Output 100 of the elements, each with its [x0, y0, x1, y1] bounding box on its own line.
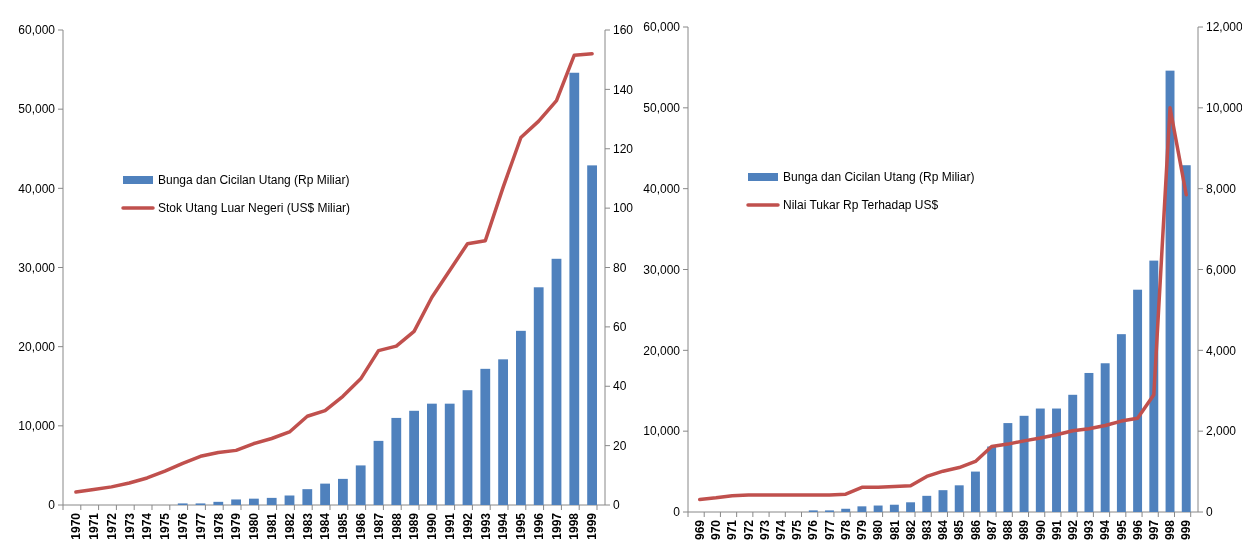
y-tick-label: 30,000: [18, 260, 56, 275]
x-tick-label: 984: [936, 519, 951, 541]
y2-tick-label: 6,000: [1206, 262, 1237, 277]
x-tick-label: 987: [984, 519, 999, 541]
bar: [498, 359, 508, 505]
x-tick-label: 972: [741, 519, 756, 541]
x-tick-label: 996: [1130, 519, 1145, 541]
bar: [338, 478, 348, 505]
x-tick-label: 1990: [425, 512, 440, 540]
line-series: [698, 106, 1188, 502]
bar: [516, 330, 526, 505]
y2-tick-label: 2,000: [1206, 424, 1237, 439]
bar: [213, 501, 224, 505]
x-tick-label: 991: [1049, 519, 1064, 541]
x-tick-label: 1980: [247, 512, 262, 540]
y-tick-label: 40,000: [18, 181, 56, 196]
x-tick-label: 975: [790, 519, 805, 541]
x-tick-label: 1970: [69, 512, 84, 540]
bar: [970, 471, 980, 512]
x-tick-label: 989: [1017, 519, 1032, 541]
x-tick-label: 1974: [140, 512, 155, 540]
x-tick-label: 1992: [460, 512, 475, 540]
y2-tick-label: 60: [613, 320, 627, 335]
y-tick-label: 50,000: [18, 102, 56, 117]
x-tick-label: 970: [709, 519, 724, 541]
x-tick-label: 993: [1082, 519, 1097, 541]
x-tick-label: 969: [692, 519, 707, 541]
y2-tick-label: 12,000: [1206, 20, 1242, 35]
y2-tick-label: 20: [613, 438, 627, 453]
x-tick-label: 1977: [193, 512, 208, 540]
bar: [873, 505, 883, 512]
y-tick-label: 10,000: [18, 419, 56, 434]
x-tick-label: 992: [1065, 519, 1080, 541]
legend-label: Stok Utang Luar Negeri (US$ Miliar): [158, 201, 351, 216]
y2-tick-label: 160: [613, 23, 634, 38]
x-tick-label: 980: [871, 519, 886, 541]
bar: [841, 508, 851, 512]
x-tick-label: 1983: [300, 512, 315, 540]
bar: [938, 490, 948, 512]
x-tick-label: 1999: [585, 512, 600, 540]
bar: [249, 498, 259, 505]
bar: [373, 440, 384, 505]
bar: [857, 506, 867, 512]
y2-tick-label: 140: [613, 82, 634, 97]
x-tick-label: 983: [919, 519, 934, 541]
x-tick-label: 971: [725, 519, 740, 541]
y2-tick-label: 8,000: [1206, 181, 1237, 196]
x-tick-label: 1981: [264, 512, 279, 540]
y-tick-label: 20,000: [18, 339, 56, 354]
bar: [1133, 289, 1143, 512]
x-tick-label: 998: [1163, 519, 1178, 541]
bar: [231, 499, 241, 505]
x-tick-label: 1976: [175, 512, 190, 540]
bar: [355, 465, 366, 505]
bar: [462, 390, 473, 505]
bar: [1035, 408, 1045, 512]
bar: [480, 368, 491, 505]
x-tick-label: 1986: [353, 512, 368, 540]
legend-label: Bunga dan Cicilan Utang (Rp Miliar): [783, 170, 975, 185]
x-tick-label: 985: [952, 519, 967, 541]
y2-tick-label: 0: [1206, 505, 1213, 520]
x-tick-label: 988: [1001, 519, 1016, 541]
bar: [1052, 408, 1061, 512]
bar: [922, 495, 932, 512]
x-tick-label: 994: [1098, 519, 1113, 541]
y2-tick-label: 100: [613, 201, 634, 216]
bar: [1116, 334, 1126, 512]
x-tick-label: 977: [822, 519, 837, 541]
x-tick-label: 1985: [336, 512, 351, 540]
x-tick-label: 982: [903, 519, 918, 541]
y2-tick-label: 120: [613, 141, 634, 156]
x-tick-label: 1994: [496, 512, 511, 540]
x-tick-label: 990: [1033, 519, 1048, 541]
x-tick-label: 1972: [104, 512, 119, 540]
bar: [1019, 415, 1029, 512]
x-tick-label: 978: [838, 519, 853, 541]
x-tick-label: 1997: [549, 512, 564, 540]
bar: [1068, 394, 1078, 512]
line-series: [74, 52, 594, 494]
bar: [1003, 423, 1013, 512]
x-tick-label: 981: [887, 519, 902, 541]
bar: [987, 446, 997, 512]
y-tick-label: 0: [673, 505, 681, 520]
bar: [444, 403, 455, 505]
y2-tick-label: 80: [613, 260, 627, 275]
x-tick-label: 1996: [531, 512, 546, 540]
x-tick-label: 974: [774, 519, 789, 541]
bar: [954, 485, 964, 512]
x-tick-label: 1995: [514, 512, 529, 540]
x-tick-label: 1975: [158, 512, 173, 540]
y-tick-label: 30,000: [643, 262, 681, 277]
y-tick-label: 40,000: [643, 181, 681, 196]
y-tick-label: 60,000: [643, 20, 681, 35]
x-tick-label: 999: [1179, 519, 1194, 541]
bar: [906, 502, 916, 512]
y2-tick-label: 40: [613, 379, 627, 394]
x-tick-label: 1984: [318, 512, 333, 540]
x-tick-label: 1973: [122, 512, 137, 540]
x-tick-label: 1991: [442, 512, 457, 540]
x-tick-label: 986: [968, 519, 983, 541]
